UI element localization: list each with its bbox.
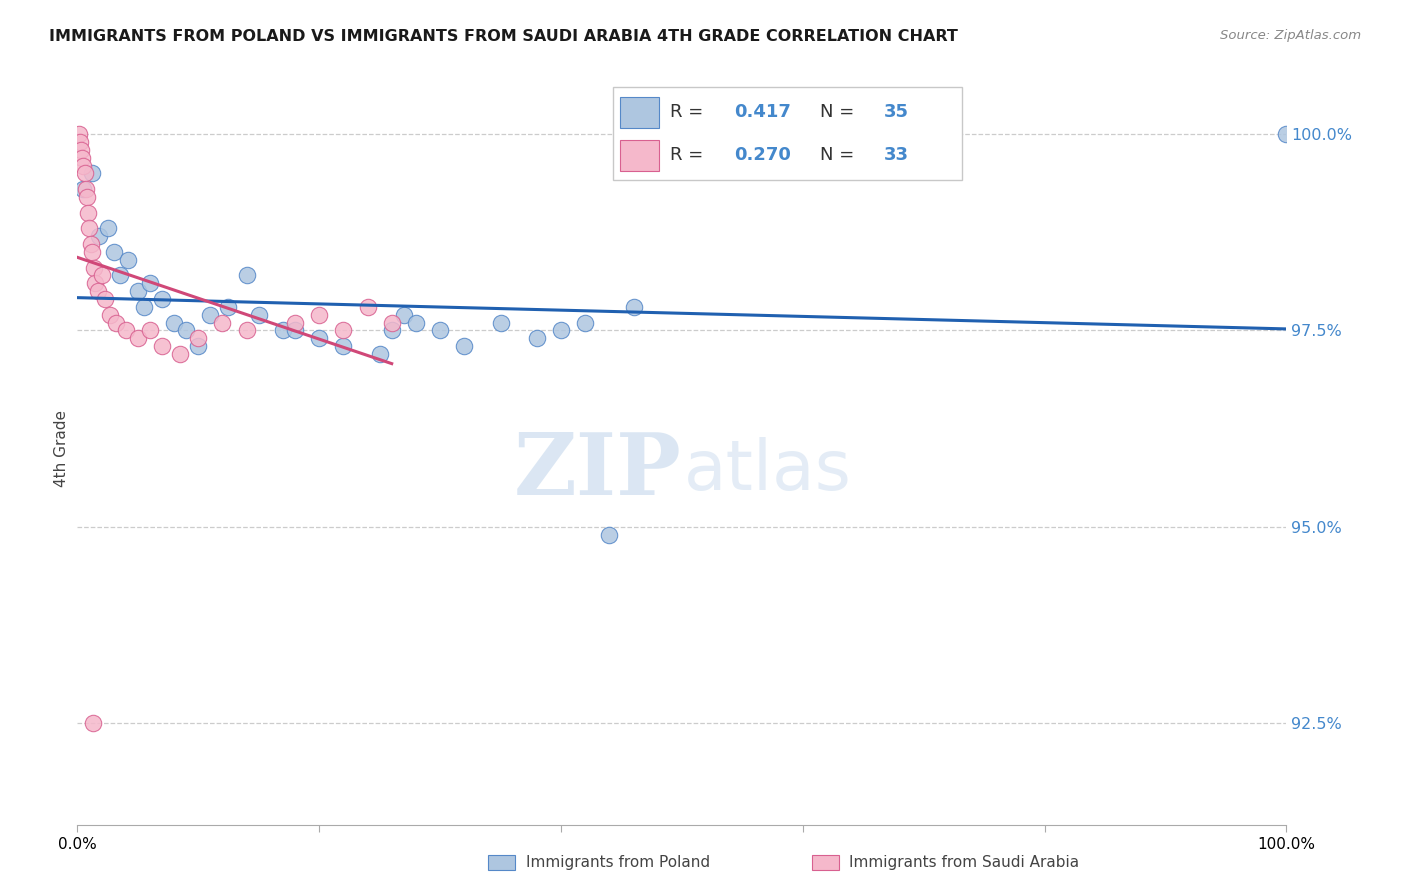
Point <box>79 221 101 235</box>
Point <box>79 237 101 252</box>
Point <box>84 277 107 291</box>
Point <box>139 277 162 291</box>
Point <box>90 268 112 283</box>
Point <box>200 308 222 322</box>
Point <box>211 316 233 330</box>
Point <box>550 323 572 337</box>
Point <box>405 316 427 330</box>
Point <box>356 300 378 314</box>
Point <box>69 135 91 149</box>
Bar <box>811 855 839 871</box>
Point <box>103 244 125 259</box>
Y-axis label: 4th Grade: 4th Grade <box>53 409 69 487</box>
Point <box>132 300 155 314</box>
Point <box>526 331 548 345</box>
Point <box>67 127 90 141</box>
Point <box>77 205 100 219</box>
Point <box>235 323 257 337</box>
Point <box>82 716 104 731</box>
Point <box>381 316 404 330</box>
Text: IMMIGRANTS FROM POLAND VS IMMIGRANTS FROM SAUDI ARABIA 4TH GRADE CORRELATION CHA: IMMIGRANTS FROM POLAND VS IMMIGRANTS FRO… <box>49 29 957 44</box>
Point <box>284 316 307 330</box>
Point <box>284 323 307 337</box>
Text: Source: ZipAtlas.com: Source: ZipAtlas.com <box>1220 29 1361 42</box>
Point <box>187 339 209 353</box>
Point <box>108 268 131 283</box>
Text: atlas: atlas <box>685 437 852 504</box>
Point <box>114 323 136 337</box>
Point <box>96 221 118 235</box>
Text: ZIP: ZIP <box>515 429 682 513</box>
Point <box>80 166 103 180</box>
Point <box>163 316 186 330</box>
Point <box>169 347 191 361</box>
Bar <box>488 855 516 871</box>
Point <box>187 331 209 345</box>
Point <box>127 284 149 298</box>
Point <box>83 260 105 275</box>
Point <box>98 308 121 322</box>
Point <box>127 331 149 345</box>
Point <box>150 339 173 353</box>
Point <box>72 182 94 196</box>
Point <box>332 323 354 337</box>
Point <box>271 323 294 337</box>
Text: Immigrants from Saudi Arabia: Immigrants from Saudi Arabia <box>849 855 1080 870</box>
Point <box>150 292 173 306</box>
Point <box>174 323 197 337</box>
Point <box>87 229 110 244</box>
Point <box>75 182 97 196</box>
Point <box>72 159 94 173</box>
Point <box>381 323 404 337</box>
Point <box>392 308 415 322</box>
Point <box>70 143 93 157</box>
Point <box>247 308 270 322</box>
Point <box>1275 127 1298 141</box>
Point <box>235 268 257 283</box>
Point <box>489 316 512 330</box>
Point <box>623 300 645 314</box>
Point <box>598 527 620 541</box>
Point <box>574 316 596 330</box>
Point <box>73 166 96 180</box>
Text: Immigrants from Poland: Immigrants from Poland <box>526 855 710 870</box>
Point <box>87 284 110 298</box>
Point <box>117 252 139 267</box>
Point <box>76 190 98 204</box>
Point <box>429 323 451 337</box>
Point <box>308 331 330 345</box>
Point <box>94 292 117 306</box>
Point <box>332 339 354 353</box>
Point <box>218 300 240 314</box>
Point <box>368 347 391 361</box>
Point <box>70 151 93 165</box>
Point <box>139 323 162 337</box>
Point <box>308 308 330 322</box>
Point <box>105 316 128 330</box>
Point <box>80 244 103 259</box>
Point <box>453 339 475 353</box>
